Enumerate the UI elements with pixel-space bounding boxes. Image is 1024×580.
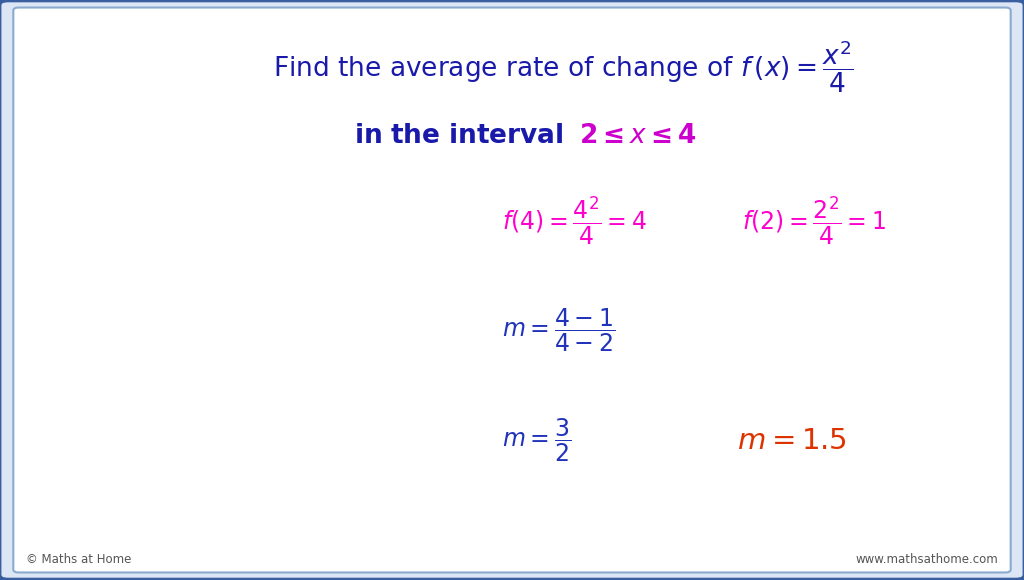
Text: Find the average rate of change of $f\,(x) = \dfrac{x^2}{4}$: Find the average rate of change of $f\,(…	[272, 38, 854, 95]
Text: $m = 1.5$: $m = 1.5$	[737, 427, 847, 455]
Text: $m = \dfrac{3}{2}$: $m = \dfrac{3}{2}$	[502, 417, 570, 465]
Circle shape	[25, 16, 123, 103]
Text: home: home	[58, 72, 89, 82]
Text: © Maths at Home: © Maths at Home	[26, 553, 131, 566]
Text: $f(2) = \dfrac{2^2}{4} = 1$: $f(2) = \dfrac{2^2}{4} = 1$	[742, 194, 887, 246]
Text: $f(4) = \dfrac{4^2}{4} = 4$: $f(4) = \dfrac{4^2}{4} = 4$	[502, 194, 646, 246]
Text: $\mathbf{in\ the\ interval}$: $\mathbf{in\ the\ interval}$	[354, 124, 563, 149]
Text: $m = \dfrac{4-1}{4-2}$: $m = \dfrac{4-1}{4-2}$	[502, 307, 614, 354]
Text: www.mathsathome.com: www.mathsathome.com	[856, 553, 998, 566]
Text: $\mathbf{2 \leq \mathit{x} \leq 4}$: $\mathbf{2 \leq \mathit{x} \leq 4}$	[579, 124, 696, 149]
Text: MATHS: MATHS	[49, 44, 98, 57]
Text: at: at	[70, 60, 78, 70]
